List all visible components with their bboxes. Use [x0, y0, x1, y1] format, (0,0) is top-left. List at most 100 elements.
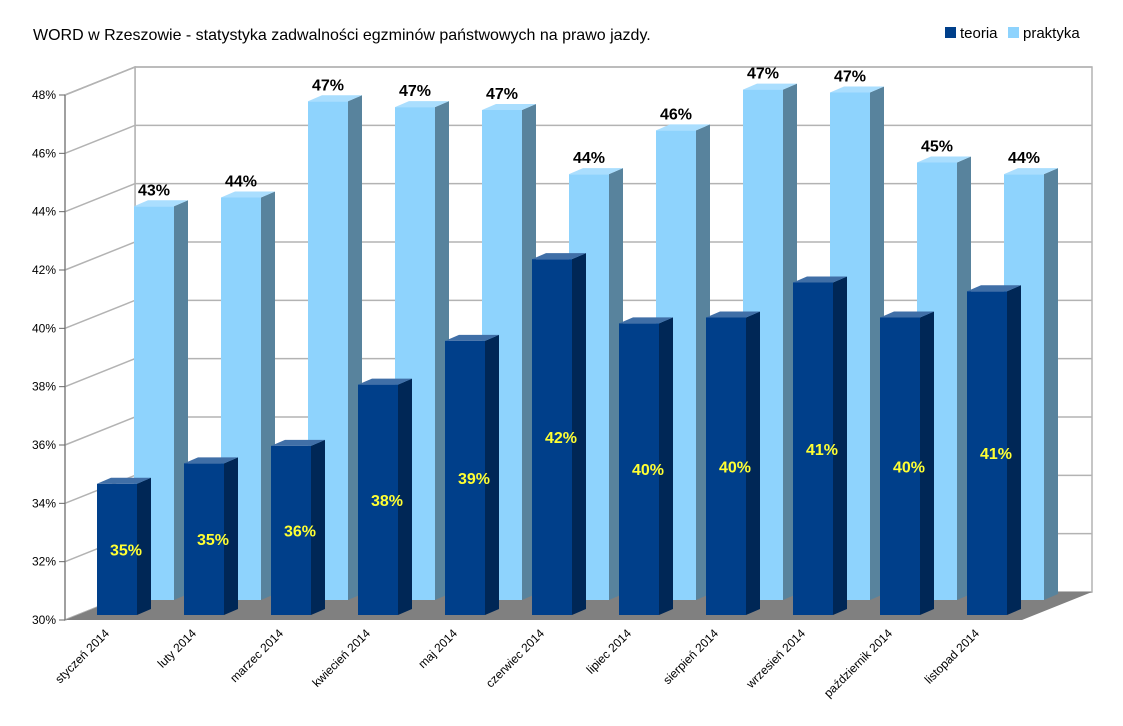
bar-teoria-front — [967, 291, 1007, 615]
bar-praktyka-top — [395, 101, 449, 108]
bar-teoria-top — [358, 378, 412, 385]
bar-teoria-front — [619, 323, 659, 615]
data-label-praktyka: 43% — [138, 182, 170, 199]
bar-praktyka-top — [917, 156, 971, 163]
data-label-teoria: 42% — [545, 430, 577, 447]
x-tick-label: sierpień 2014 — [660, 626, 721, 687]
x-tick-label: styczeń 2014 — [52, 626, 112, 686]
y-tick-label: 32% — [32, 555, 56, 569]
y-tick-label: 30% — [32, 613, 56, 627]
data-label-praktyka: 47% — [486, 86, 518, 103]
bar-praktyka-top — [308, 95, 362, 102]
x-tick-label: kwiecień 2014 — [309, 626, 373, 690]
data-label-teoria: 36% — [284, 523, 316, 540]
x-tick-label: luty 2014 — [155, 626, 200, 671]
bar-teoria-side — [485, 334, 499, 615]
data-label-teoria: 35% — [110, 542, 142, 559]
bar-teoria-side — [920, 311, 934, 615]
bar-teoria-front — [706, 317, 746, 615]
x-tick-label: listopad 2014 — [922, 626, 983, 687]
y-tick-label: 48% — [32, 88, 56, 102]
bars-teoria — [97, 253, 1021, 615]
x-tick-label: czerwiec 2014 — [483, 626, 547, 690]
y-tick-label: 44% — [32, 205, 56, 219]
bar-praktyka-side — [1044, 168, 1058, 600]
data-label-teoria: 40% — [632, 462, 664, 479]
bar-teoria — [358, 378, 412, 615]
bar-teoria-front — [880, 317, 920, 615]
bar-teoria — [532, 253, 586, 615]
bar-teoria-side — [311, 439, 325, 615]
bar-praktyka-top — [1004, 168, 1058, 175]
bar-teoria-front — [793, 282, 833, 615]
bar-teoria — [271, 439, 325, 615]
data-labels: 43% 35% 44% 35% 47% 36% 47% 38% 47% 39% 44% 42% 46% 4… — [110, 66, 1040, 560]
data-label-praktyka: 47% — [747, 66, 779, 83]
x-tick-label: marzec 2014 — [227, 626, 286, 685]
bar-teoria-side — [833, 276, 847, 615]
bar-teoria-top — [793, 276, 847, 283]
x-axis: styczeń 2014 luty 2014 marzec 2014 kwiecień… — [52, 626, 982, 700]
legend-label-praktyka: praktyka — [1023, 25, 1080, 42]
bar-teoria — [967, 285, 1021, 615]
data-label-praktyka: 44% — [225, 174, 257, 191]
bar-teoria-front — [271, 445, 311, 615]
bar-teoria-top — [706, 311, 760, 318]
data-label-teoria: 41% — [806, 442, 838, 459]
data-label-teoria: 35% — [197, 532, 229, 549]
bar-teoria — [97, 477, 151, 615]
bar-praktyka-top — [569, 168, 623, 175]
bar-praktyka-top — [656, 124, 710, 131]
bar-praktyka-top — [134, 200, 188, 207]
y-tick-label: 40% — [32, 321, 56, 335]
bar-teoria — [445, 334, 499, 615]
y-tick-label: 36% — [32, 438, 56, 452]
bar-praktyka-top — [482, 104, 536, 110]
bar-teoria-side — [659, 317, 673, 615]
y-tick-label: 46% — [32, 146, 56, 160]
y-axis: 30% 32% 34% 36% 38% 40% 42% 44% 46% 48% — [32, 88, 66, 627]
data-label-teoria: 39% — [458, 471, 490, 488]
bar-teoria-side — [137, 477, 151, 615]
x-tick-label: lipiec 2014 — [584, 626, 635, 677]
bar-praktyka-top — [830, 86, 884, 93]
x-tick-label: maj 2014 — [415, 626, 460, 671]
data-label-teoria: 41% — [980, 446, 1012, 463]
data-label-praktyka: 47% — [312, 77, 344, 94]
data-label-teoria: 40% — [719, 459, 751, 476]
bar-teoria-front — [445, 340, 485, 615]
bar-teoria-front — [184, 463, 224, 615]
data-label-teoria: 38% — [371, 493, 403, 510]
data-label-praktyka: 44% — [573, 150, 605, 167]
legend: teoria praktyka — [945, 25, 1080, 42]
data-label-praktyka: 44% — [1008, 150, 1040, 167]
bar-teoria — [793, 276, 847, 615]
bar-praktyka-top — [743, 83, 797, 90]
bar-teoria-front — [358, 384, 398, 615]
bar-teoria — [619, 317, 673, 615]
y-tick-label: 34% — [32, 496, 56, 510]
bar-teoria-front — [97, 483, 137, 615]
x-tick-label: październik 2014 — [821, 626, 895, 700]
data-label-teoria: 40% — [893, 459, 925, 476]
bar-teoria-top — [532, 253, 586, 260]
bar-teoria — [706, 311, 760, 615]
bar-teoria — [184, 457, 238, 615]
chart-title: WORD w Rzeszowie - statystyka zadwalnośc… — [33, 27, 651, 44]
data-label-praktyka: 46% — [660, 106, 692, 123]
gridline — [64, 66, 1092, 96]
x-tick-label: wrzesień 2014 — [743, 626, 809, 692]
data-label-praktyka: 47% — [399, 83, 431, 100]
bar-teoria-top — [619, 317, 673, 324]
bar-teoria-top — [97, 477, 151, 484]
bar-teoria-top — [445, 334, 499, 341]
y-tick-label: 38% — [32, 380, 56, 394]
bar-teoria-side — [572, 253, 586, 615]
bar-teoria-top — [967, 285, 1021, 292]
legend-swatch-teoria — [945, 27, 956, 38]
y-tick-label: 42% — [32, 263, 56, 277]
data-label-praktyka: 45% — [921, 139, 953, 156]
bar-teoria — [880, 311, 934, 615]
bar-teoria-side — [224, 457, 238, 615]
